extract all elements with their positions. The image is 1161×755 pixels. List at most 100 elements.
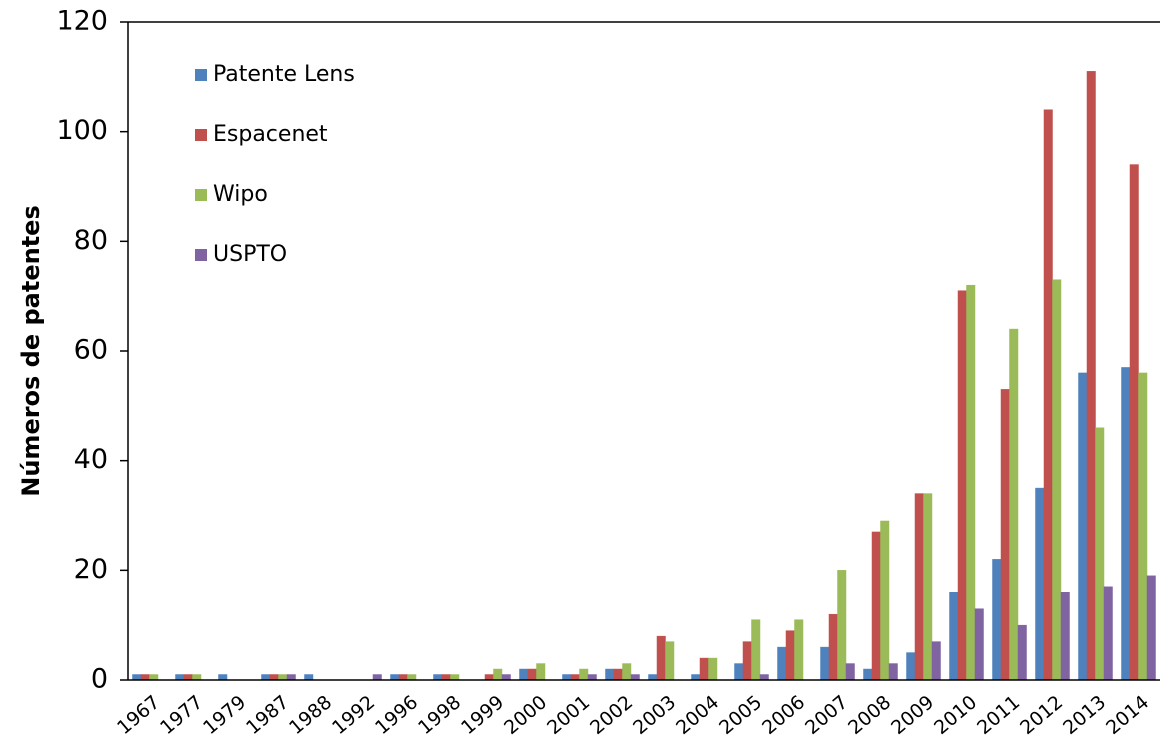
bar [519,668,529,681]
x-tick-label: 2007 [801,691,852,739]
bar [914,493,924,681]
bar [1103,586,1113,681]
bar [957,290,967,681]
bar [1060,592,1070,681]
y-tick-label: 100 [56,115,108,146]
y-axis-label: Números de patentes [17,205,45,496]
bar [570,674,580,681]
bar [992,559,1002,681]
bar [1095,427,1105,681]
bar [450,674,460,681]
bar [278,674,288,681]
x-tick-label: 1977 [156,691,207,739]
x-tick-label: 2009 [887,691,938,739]
bar [708,657,718,681]
bar [605,668,615,681]
bar [304,674,314,681]
y-tick-label: 60 [74,335,108,366]
bar [837,570,847,681]
bar [1009,328,1019,681]
bar [1121,367,1131,681]
bar [562,674,572,681]
x-tick-label: 2008 [844,691,895,739]
x-tick-label: 1992 [328,691,379,739]
bar [501,674,511,681]
legend-marker [195,69,207,81]
bar [132,674,142,681]
bar [691,674,701,681]
bar [888,663,898,681]
bar [1035,487,1045,681]
bar [751,619,761,681]
legend-label: Patente Lens [213,62,355,87]
bar [441,674,451,681]
bar [931,641,941,681]
bar [1043,109,1053,681]
bar [1138,372,1148,681]
bar [630,674,640,681]
bar [536,663,546,681]
bar [613,668,623,681]
bar [974,608,984,681]
x-tick-label: 2011 [973,691,1024,739]
bar [845,663,855,681]
bar [398,674,408,681]
bar [828,613,838,681]
bar [863,668,873,681]
bar [1000,389,1010,681]
bar [484,674,494,681]
y-tick-label: 40 [74,444,108,475]
bar [587,674,597,681]
bar [140,674,150,681]
bar [906,652,916,681]
bar [407,674,417,681]
x-tick-label: 2006 [758,691,809,739]
bar [923,493,933,681]
legend-label: Wipo [213,182,268,207]
x-tick-label: 2000 [500,691,551,739]
bar [742,641,752,681]
bar [218,674,228,681]
bar [699,657,709,681]
x-tick-label: 2010 [930,691,981,739]
bar [794,619,804,681]
legend-label: Espacenet [213,122,328,147]
x-tick-label: 2002 [586,691,637,739]
y-tick-label: 120 [56,6,108,37]
x-tick-label: 1967 [113,691,164,739]
bar [192,674,202,681]
bar [372,674,382,681]
bar [1078,372,1088,681]
bar [149,674,159,681]
x-tick-label: 2014 [1102,691,1153,739]
bar [527,668,537,681]
bar [734,663,744,681]
bar [656,635,666,681]
x-tick-label: 1979 [199,691,250,739]
x-tick-label: 2013 [1059,691,1110,739]
bar [777,646,787,681]
bar [390,674,400,681]
legend-label: USPTO [213,242,287,267]
bar [433,674,443,681]
bar [949,592,959,681]
bar [579,668,589,681]
bar [493,668,503,681]
bar [622,663,632,681]
bar [175,674,185,681]
x-tick-label: 1988 [285,691,336,739]
bar [759,674,769,681]
x-tick-label: 2005 [715,691,766,739]
bar [183,674,193,681]
y-tick-label: 20 [74,554,108,585]
x-tick-label: 1987 [242,691,293,739]
legend-marker [195,189,207,201]
bar [966,284,976,681]
legend-marker [195,249,207,261]
x-tick-label: 1998 [414,691,465,739]
x-tick-label: 2001 [543,691,594,739]
legend-marker [195,129,207,141]
x-tick-label: 1999 [457,691,508,739]
bar [880,520,890,681]
y-tick-label: 80 [74,225,108,256]
